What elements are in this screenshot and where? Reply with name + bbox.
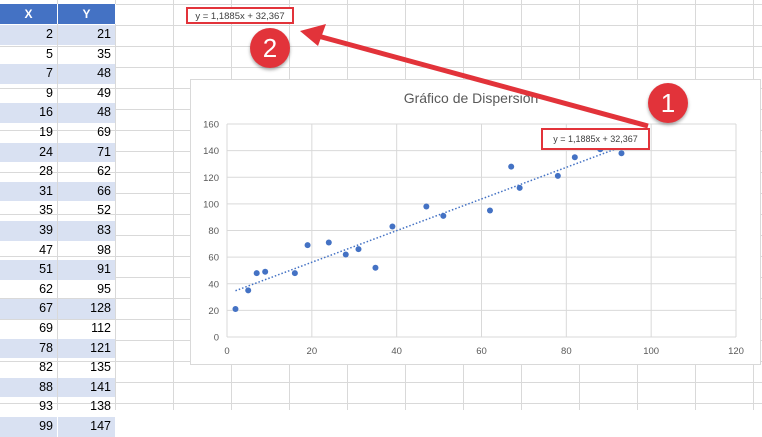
cell-x[interactable]: 51 xyxy=(0,260,57,280)
data-point xyxy=(554,172,561,179)
cell-x[interactable]: 93 xyxy=(39,399,53,414)
y-tick-label: 80 xyxy=(208,226,219,237)
equation-cell[interactable]: y = 1,1885x + 32,367 xyxy=(186,7,294,24)
cell-y[interactable]: 83 xyxy=(58,221,115,241)
x-tick-label: 120 xyxy=(728,346,744,357)
y-tick-label: 0 xyxy=(214,333,219,344)
data-point xyxy=(355,246,362,253)
cell-x[interactable]: 67 xyxy=(0,299,57,319)
cell-y[interactable]: 95 xyxy=(97,281,111,296)
data-point xyxy=(508,163,515,170)
cell-y[interactable]: 35 xyxy=(97,46,111,61)
cell-y[interactable]: 48 xyxy=(58,103,115,123)
x-tick-label: 20 xyxy=(307,346,318,357)
data-point xyxy=(291,270,298,277)
cell-y[interactable]: 121 xyxy=(58,338,115,359)
cell-y[interactable]: 112 xyxy=(91,321,111,335)
cell-x[interactable]: 39 xyxy=(0,221,57,241)
data-point xyxy=(372,264,379,271)
cell-x[interactable]: 9 xyxy=(46,85,53,100)
data-point xyxy=(245,287,252,294)
cell-x[interactable]: 78 xyxy=(0,338,57,359)
cell-x[interactable]: 88 xyxy=(0,377,57,398)
callout-badge-2: 2 xyxy=(250,28,290,68)
x-tick-label: 100 xyxy=(643,346,659,357)
y-tick-label: 20 xyxy=(208,306,219,317)
cell-x[interactable]: 5 xyxy=(46,46,53,61)
data-point xyxy=(618,150,625,157)
cell-y[interactable]: 138 xyxy=(90,399,111,414)
data-point xyxy=(389,223,396,230)
cell-y[interactable]: 128 xyxy=(58,299,115,319)
y-tick-label: 120 xyxy=(203,173,219,184)
data-point xyxy=(262,268,269,275)
cell-x[interactable]: 35 xyxy=(39,203,53,218)
data-point xyxy=(325,239,332,246)
data-point xyxy=(516,184,523,191)
cell-y[interactable]: 21 xyxy=(58,25,115,45)
cell-x[interactable]: 16 xyxy=(0,103,57,123)
cell-y[interactable]: 66 xyxy=(58,181,115,202)
x-tick-label: 60 xyxy=(476,346,487,357)
cell-x[interactable]: 2 xyxy=(0,25,57,45)
data-point xyxy=(440,212,447,219)
data-point xyxy=(342,251,349,258)
cell-y[interactable]: 135 xyxy=(90,360,111,375)
y-tick-label: 40 xyxy=(208,279,219,290)
cell-x[interactable]: 19 xyxy=(39,125,53,139)
cell-x[interactable]: 31 xyxy=(0,181,57,202)
cell-y[interactable]: 49 xyxy=(97,85,111,100)
cell-x[interactable]: 82 xyxy=(39,360,53,375)
data-point xyxy=(571,154,578,161)
cell-y[interactable]: 91 xyxy=(58,260,115,280)
cell-y[interactable]: 69 xyxy=(97,125,111,139)
plot-area: 0 20 40 60 80 100 120 140 160 0 20 40 60 80 100 120 xyxy=(203,120,744,358)
y-tick-label: 60 xyxy=(208,253,219,264)
cell-y[interactable]: 48 xyxy=(58,64,115,84)
y-tick-label: 160 xyxy=(203,120,219,131)
data-point xyxy=(486,207,493,214)
cell-y[interactable]: 141 xyxy=(58,377,115,398)
data-point xyxy=(304,242,311,249)
trendline-equation-label[interactable]: y = 1,1885x + 32,367 xyxy=(541,128,650,150)
callout-badge-1: 1 xyxy=(648,83,688,123)
cell-x[interactable]: 47 xyxy=(39,242,53,257)
data-point xyxy=(232,306,239,313)
y-tick-label: 100 xyxy=(203,199,219,210)
x-tick-label: 0 xyxy=(224,346,229,357)
cell-x[interactable]: 99 xyxy=(0,417,57,437)
data-point xyxy=(253,270,260,277)
column-header-x[interactable]: X xyxy=(0,4,58,24)
cell-y[interactable]: 147 xyxy=(58,417,115,437)
cell-y[interactable]: 98 xyxy=(97,242,111,257)
cell-y[interactable]: 62 xyxy=(97,164,111,179)
cell-y[interactable]: 52 xyxy=(97,203,111,218)
scatter-chart[interactable]: Gráfico de Dispersión 0 20 40 60 80 100 120 140… xyxy=(190,79,761,365)
cell-x[interactable]: 62 xyxy=(39,281,53,296)
cell-x[interactable]: 28 xyxy=(39,164,53,179)
x-tick-label: 40 xyxy=(391,346,402,357)
x-tick-label: 80 xyxy=(561,346,572,357)
cell-x[interactable]: 24 xyxy=(0,142,57,163)
y-tick-label: 140 xyxy=(203,146,219,157)
cell-x[interactable]: 7 xyxy=(0,64,57,84)
data-point xyxy=(423,203,430,210)
column-header-y[interactable]: Y xyxy=(58,4,116,24)
cell-x[interactable]: 69 xyxy=(39,321,53,335)
cell-y[interactable]: 71 xyxy=(58,142,115,163)
